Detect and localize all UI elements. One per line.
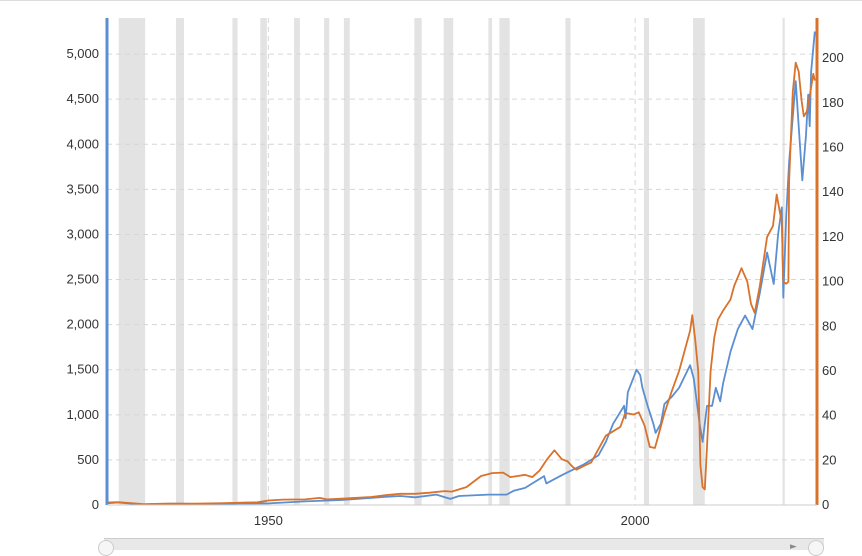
recession-band-9 (488, 18, 493, 505)
recession-band-7 (414, 18, 422, 505)
x-tick-label: 2000 (621, 513, 650, 528)
recession-band-0 (118, 18, 146, 505)
y-left-tick-label: 5,000 (66, 46, 99, 61)
recession-band-3 (260, 18, 267, 505)
y-left-tick-label: 3,500 (66, 181, 99, 196)
y-right-tick-label: 80 (822, 318, 836, 333)
y-right-tick-label: 100 (822, 274, 844, 289)
y-left-tick-label: 500 (77, 452, 99, 467)
y-right-tick-label: 160 (822, 140, 844, 155)
series-line-right-axis (106, 61, 816, 505)
y-right-tick-label: 60 (822, 363, 836, 378)
recession-band-13 (693, 18, 705, 505)
y-right-tick-label: 40 (822, 408, 836, 423)
y-left-tick-label: 2,000 (66, 317, 99, 332)
y-right-tick-label: 20 (822, 452, 836, 467)
y-right-tick-label: 0 (822, 497, 829, 512)
y-right-tick-label: 140 (822, 184, 844, 199)
x-tick-label: 1950 (254, 513, 283, 528)
grid-layer (107, 18, 817, 505)
recession-band-5 (324, 18, 330, 505)
y-left-tick-label: 1,500 (66, 362, 99, 377)
y-right-tick-label: 120 (822, 229, 844, 244)
y-left-tick-label: 1,000 (66, 407, 99, 422)
y-right-tick-label: 200 (822, 50, 844, 65)
y-left-tick-label: 4,000 (66, 136, 99, 151)
recession-band-6 (343, 18, 350, 505)
series-line-left-axis (106, 31, 816, 506)
recession-band-1 (175, 18, 185, 505)
recession-band-12 (643, 18, 650, 505)
top-border (0, 0, 862, 1)
recession-band-8 (443, 18, 454, 505)
recession-band-10 (499, 18, 510, 505)
tick-label-layer: 0 500 1,000 1,500 2,000 2,500 3,000 3,500 4,000 4… (66, 46, 843, 528)
recession-band-4 (294, 18, 300, 505)
navigator-right-arrow-icon[interactable]: ► (790, 542, 797, 552)
recession-band-2 (232, 18, 238, 505)
recession-band-11 (565, 18, 571, 505)
recession-shading-layer (118, 18, 785, 505)
y-left-tick-label: 2,500 (66, 272, 99, 287)
y-left-tick-label: 3,000 (66, 226, 99, 241)
navigator-left-handle[interactable] (98, 540, 114, 556)
series-layer (106, 31, 816, 506)
chart-svg: 0 500 1,000 1,500 2,000 2,500 3,000 3,500 4,000 4… (66, 18, 844, 528)
axis-layer (105, 18, 819, 506)
y-right-tick-label: 180 (822, 95, 844, 110)
y-left-tick-label: 4,500 (66, 91, 99, 106)
y-left-tick-label: 0 (92, 497, 99, 512)
navigator-right-handle[interactable] (808, 540, 824, 556)
navigator-scrollbar[interactable] (104, 538, 824, 550)
